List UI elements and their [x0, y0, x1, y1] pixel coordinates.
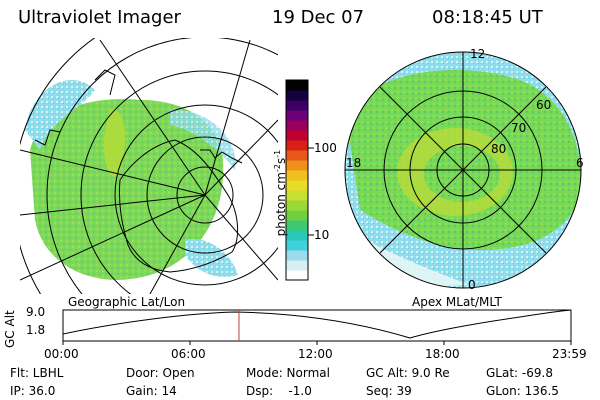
- colorbar-swatch: [286, 240, 308, 251]
- right-map-caption: Apex MLat/MLT: [412, 295, 502, 309]
- colorbar-swatch: [286, 120, 308, 131]
- altitude-curve: [62, 309, 572, 339]
- colorbar-tick-10: 10: [314, 228, 330, 242]
- colorbar-swatch: [286, 270, 308, 281]
- colorbar-swatch: [286, 90, 308, 101]
- colorbar-swatch: [286, 80, 308, 91]
- colorbar-swatch: [286, 200, 308, 211]
- info-mode: Mode: Normal: [246, 366, 330, 380]
- mlt-label-12: 12: [470, 47, 486, 61]
- left-map-caption: Geographic Lat/Lon: [68, 295, 186, 309]
- colorbar-swatch: [286, 250, 308, 261]
- timeline-tick-0600: 06:00: [171, 347, 206, 361]
- colorbar-frame: [285, 79, 309, 281]
- info-glat: GLat: -69.8: [486, 366, 553, 380]
- timeline-ymin: 1.8: [26, 323, 46, 337]
- info-gain: Gain: 14: [126, 384, 177, 398]
- colorbar-swatch: [286, 190, 308, 201]
- info-dsp: Dsp: -1.0: [246, 384, 312, 398]
- colorbar-ticks: [308, 147, 314, 236]
- instrument-title: Ultraviolet Imager: [18, 7, 181, 28]
- colorbar-swatch: [286, 130, 308, 141]
- colorbar-tick-100: 100: [314, 141, 337, 155]
- info-glon: GLon: 136.5: [486, 384, 559, 398]
- mlat-label-70: 70: [511, 121, 527, 135]
- timeline-axis-label: GC Alt: [3, 310, 17, 348]
- unit-s: s: [274, 157, 288, 165]
- info-gc-alt: GC Alt: 9.0 Re: [366, 366, 450, 380]
- unit-exp2: -1: [273, 149, 282, 158]
- colorbar-swatch: [286, 140, 308, 151]
- mlt-label-18: 18: [346, 156, 362, 170]
- mlt-label-6: 6: [576, 156, 584, 170]
- unit-main: photon cm: [274, 172, 288, 237]
- colorbar-unit-label: photon cm-2s-1: [262, 149, 288, 244]
- timeline-ymax: 9.0: [26, 305, 46, 319]
- mlat-label-60: 60: [536, 98, 552, 112]
- timeline-frame: [62, 309, 572, 342]
- colorbar-swatch: [286, 260, 308, 271]
- right-map-image: [345, 52, 581, 288]
- colorbar-swatch: [286, 180, 308, 191]
- colorbar-swatch: [286, 150, 308, 161]
- timeline-tick-2359: 23:59: [552, 347, 587, 361]
- colorbar-swatch: [286, 160, 308, 171]
- colorbar-swatch: [286, 210, 308, 221]
- info-seq: Seq: 39: [366, 384, 412, 398]
- left-map-image: [20, 38, 278, 294]
- colorbar-swatch: [286, 230, 308, 241]
- info-ip: IP: 36.0: [10, 384, 56, 398]
- info-door: Door: Open: [126, 366, 195, 380]
- colorbar-swatch: [286, 100, 308, 111]
- unit-exp1: -2: [273, 164, 282, 173]
- observation-time: 08:18:45 UT: [432, 7, 543, 28]
- timeline-tick-1200: 12:00: [298, 347, 333, 361]
- colorbar-swatch: [286, 170, 308, 181]
- colorbar-swatch: [286, 110, 308, 121]
- timeline-tick-0000: 00:00: [44, 347, 79, 361]
- mlt-label-0: 0: [468, 278, 476, 292]
- timeline-tick-1800: 18:00: [425, 347, 460, 361]
- mlat-label-80: 80: [491, 142, 507, 156]
- colorbar: [285, 79, 309, 281]
- colorbar-swatch: [286, 220, 308, 231]
- info-filter: Flt: LBHL: [10, 366, 64, 380]
- observation-date: 19 Dec 07: [272, 7, 365, 28]
